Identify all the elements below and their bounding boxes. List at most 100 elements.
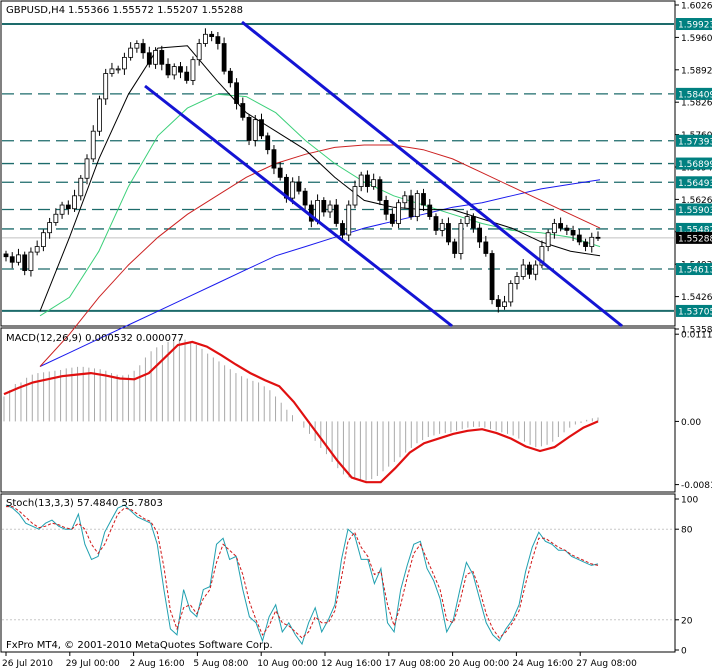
- candle-body: [209, 33, 215, 38]
- candle-body: [589, 236, 595, 247]
- candle-body: [171, 66, 177, 76]
- candle-body: [296, 181, 302, 192]
- candle-body: [551, 223, 557, 234]
- candle-body: [134, 43, 140, 49]
- candle-body: [97, 98, 102, 132]
- candle-body: [252, 119, 258, 141]
- x-axis-label: 12 Aug 16:00: [321, 659, 382, 669]
- x-axis-label: 24 Aug 16:00: [512, 659, 573, 669]
- candle-body: [570, 230, 576, 236]
- level-label-box: [676, 134, 712, 147]
- stoch-title: Stoch(13,3,3) 57.4840 55.7803: [6, 498, 163, 509]
- candle-body: [408, 195, 414, 217]
- price-axis-label: 1.56260: [681, 196, 712, 206]
- candle-body: [483, 241, 489, 254]
- candle-body: [215, 36, 221, 44]
- candle-body: [470, 216, 476, 229]
- channel-upper-line: [241, 20, 623, 328]
- candle-body: [34, 246, 40, 253]
- candle-body: [595, 236, 601, 239]
- candle-body: [227, 70, 233, 84]
- copyright-footer: FxPro MT4, © 2001-2010 MetaQuotes Softwa…: [6, 640, 273, 651]
- level-label: 1.55288: [678, 234, 712, 244]
- candle-body: [446, 223, 451, 243]
- candle-body: [159, 50, 165, 65]
- level-label-box: [676, 203, 712, 216]
- candle-body: [259, 119, 264, 137]
- candle-body: [527, 264, 532, 275]
- candle-body: [502, 301, 507, 307]
- level-label: 1.58409: [678, 90, 712, 100]
- macd-title: MACD(12,26,9) 0.000532 0.000077: [6, 333, 184, 344]
- candle-body: [65, 204, 71, 210]
- candle-body: [146, 52, 152, 65]
- candle-body: [265, 135, 271, 151]
- candle-body: [495, 299, 501, 307]
- x-axis-label: 27 Aug 08:00: [576, 659, 637, 669]
- stoch-signal-line: [6, 506, 599, 639]
- candle-body: [240, 103, 246, 118]
- candle-body: [84, 158, 90, 179]
- level-label: 1.55903: [678, 206, 712, 216]
- level-label-box: [676, 304, 712, 317]
- moving-average-red: [39, 144, 601, 367]
- candle-body: [539, 246, 545, 266]
- x-axis-label: 10 Aug 00:00: [257, 659, 318, 669]
- candle-body: [558, 223, 564, 229]
- trend-channel: [144, 20, 623, 328]
- stoch-axis-label: 20: [681, 616, 693, 626]
- macd-signal-line: [3, 340, 599, 484]
- candle-body: [489, 253, 495, 301]
- candle-body: [246, 116, 252, 141]
- macd-axis-label: -0.008106: [681, 481, 712, 491]
- candle-body: [90, 130, 96, 160]
- stoch-axis-label: 100: [681, 496, 698, 506]
- candle-body: [383, 200, 389, 215]
- candle-body: [414, 193, 420, 217]
- candle-body: [371, 179, 377, 187]
- stoch-axis-label: 80: [681, 526, 693, 536]
- x-axis-label: 29 Jul 00:00: [66, 659, 120, 669]
- candle-body: [22, 254, 28, 271]
- price-axis-label: 1.59600: [681, 34, 712, 44]
- candle-body: [514, 276, 520, 284]
- candle-body: [47, 222, 53, 234]
- candle-body: [452, 241, 458, 254]
- candle-body: [128, 47, 134, 58]
- candle-body: [533, 264, 539, 275]
- candle-body: [302, 190, 308, 206]
- candle-body: [377, 179, 383, 201]
- candle-body: [59, 204, 65, 215]
- candle-body: [190, 59, 196, 81]
- x-axis-label: 5 Aug 08:00: [193, 659, 248, 669]
- candle-body: [165, 63, 171, 76]
- level-label-box: [676, 157, 712, 170]
- candle-body: [72, 195, 77, 210]
- candle-body: [321, 200, 327, 213]
- candle-body: [271, 149, 277, 169]
- candle-body: [508, 283, 514, 303]
- candle-body: [122, 56, 127, 70]
- candle-body: [28, 251, 34, 271]
- macd-axis-label: 0.011189: [681, 331, 712, 341]
- candle-body: [178, 66, 183, 73]
- stoch-main-line: [5, 504, 599, 646]
- candle-body: [545, 232, 551, 247]
- price-axis-label: 1.58920: [681, 66, 712, 76]
- x-axis-label: 17 Aug 08:00: [385, 659, 446, 669]
- candle-body: [53, 213, 59, 223]
- candle-body: [576, 234, 582, 243]
- candle-body: [277, 167, 283, 178]
- channel-lower-line: [144, 84, 453, 328]
- level-label: 1.55482: [678, 225, 712, 235]
- candle-body: [402, 195, 408, 204]
- candle-body: [140, 43, 146, 54]
- candle-body: [196, 43, 202, 61]
- candle-body: [3, 253, 9, 258]
- macd-axis-label: 0.00: [681, 418, 701, 428]
- level-label: 1.53705: [678, 307, 712, 317]
- level-label-box: [676, 263, 712, 276]
- candle-body: [16, 254, 21, 263]
- candle-body: [427, 204, 433, 217]
